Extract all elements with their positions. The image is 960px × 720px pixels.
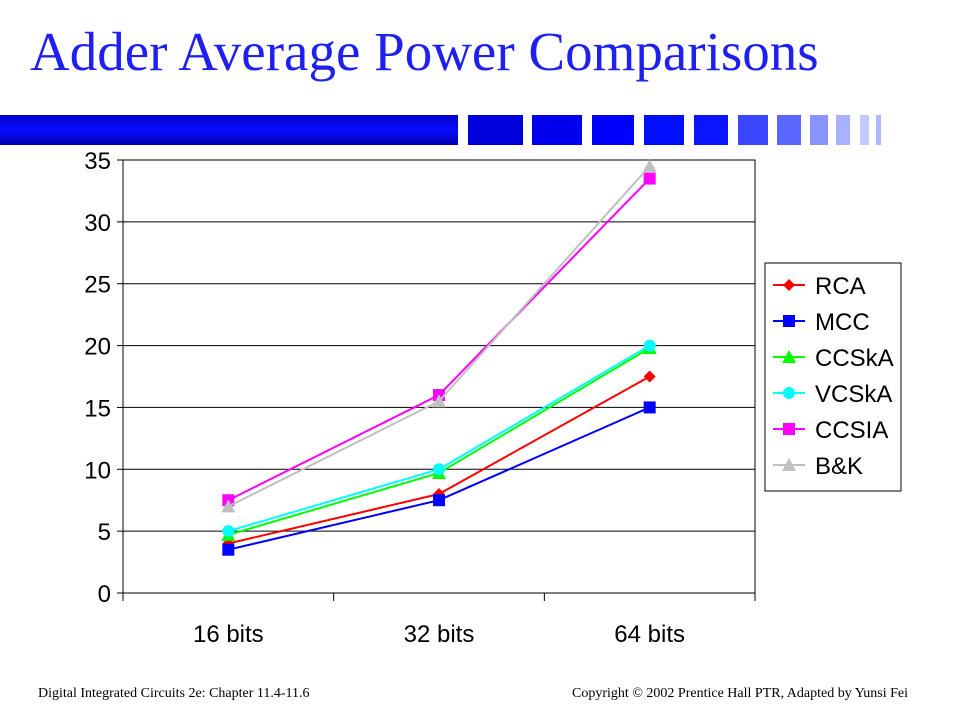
x-tick-label-0: 16 bits: [193, 621, 264, 648]
title-decoration-bar: [0, 115, 881, 145]
data-point-b-k-2: [642, 159, 657, 173]
legend-marker-b-k: [782, 458, 796, 471]
legend-marker-vcska: [783, 387, 795, 399]
legend-label-ccska: CCSkA: [815, 345, 894, 372]
y-tick-label-20: 20: [84, 334, 111, 361]
series-line-ccska: [228, 347, 651, 536]
gridlines: [123, 221, 755, 532]
legend: RCA MCC CCSkA VCSkA CCSIA B&K: [764, 262, 902, 492]
y-tick-labels: 0 5 10 15 20 25 30 35: [84, 148, 111, 608]
data-point-mcc-1: [433, 494, 445, 507]
legend-label-mcc: MCC: [815, 309, 870, 336]
legend-label-rca: RCA: [815, 273, 866, 300]
legend-marker-rca: [783, 279, 795, 291]
y-tick-label-15: 15: [84, 395, 111, 422]
footer-copyright: Copyright © 2002 Prentice Hall PTR, Adap…: [572, 686, 908, 701]
series-lines: [221, 159, 657, 556]
legend-label-b-k: B&K: [815, 453, 863, 480]
data-point-b-k-0: [221, 499, 236, 513]
y-tick-label-25: 25: [84, 272, 111, 299]
legend-marker-ccsia: [783, 423, 795, 435]
y-tick-label-30: 30: [84, 210, 111, 237]
x-tick-label-2: 64 bits: [614, 621, 685, 648]
data-point-rca-2: [643, 370, 656, 383]
data-point-mcc-0: [222, 543, 235, 556]
legend-label-vcska: VCSkA: [815, 381, 892, 408]
y-tick-label-35: 35: [84, 148, 111, 175]
legend-marker-ccska: [782, 350, 796, 363]
data-point-vcska-2: [643, 339, 656, 352]
page-title: Adder Average Power Comparisons: [30, 21, 819, 82]
legend-marker-mcc: [783, 315, 795, 327]
series-line-ccsia: [227, 177, 651, 502]
data-point-mcc-2: [643, 401, 656, 414]
series-line-b-k: [227, 165, 651, 508]
data-point-vcska-1: [433, 463, 445, 476]
footer-course-label: Digital Integrated Circuits 2e: Chapter …: [38, 686, 310, 701]
x-tick-labels: 16 bits 32 bits 64 bits: [193, 621, 685, 648]
x-tick-label-1: 32 bits: [404, 621, 475, 648]
legend-label-ccsia: CCSIA: [815, 417, 888, 444]
axes: [117, 159, 756, 601]
legend-box: [764, 262, 902, 492]
plot-frame: [122, 159, 756, 594]
power-comparison-chart: 0 5 10 15 20 25 30 35 16 bits 32 bits 64 bits RCA…: [84, 148, 902, 648]
data-point-vcska-0: [222, 525, 235, 538]
y-tick-label-0: 0: [98, 581, 111, 608]
y-tick-label-5: 5: [98, 519, 111, 546]
data-point-b-k-1: [432, 394, 446, 408]
y-tick-label-10: 10: [84, 457, 111, 484]
data-point-ccsia-2: [643, 172, 656, 185]
